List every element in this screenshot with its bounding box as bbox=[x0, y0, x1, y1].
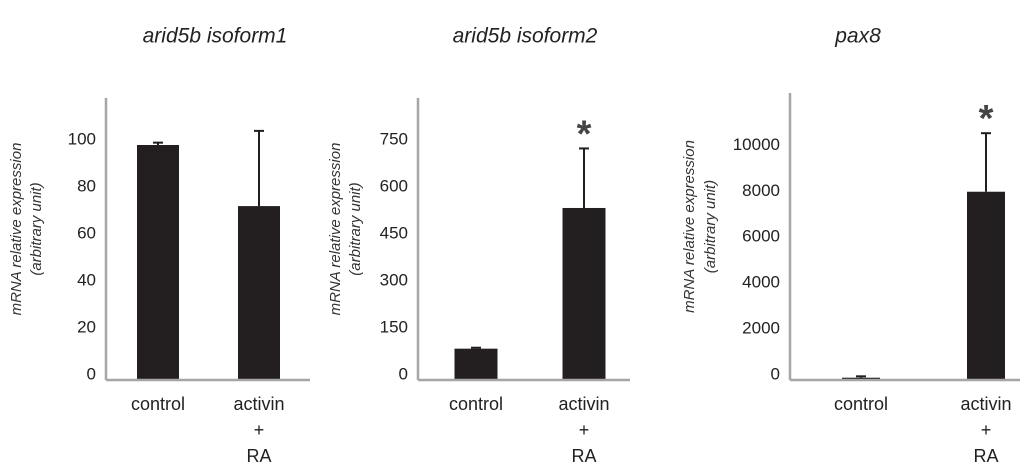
error-bar bbox=[981, 132, 991, 192]
x-tick-label: activin + RA bbox=[558, 394, 609, 466]
y-tick-label: 10000 bbox=[733, 135, 780, 154]
y-tick-label: 20 bbox=[77, 317, 96, 336]
y-axis-label: (arbitrary unit) bbox=[702, 180, 719, 273]
bar bbox=[454, 348, 498, 380]
y-tick-label: 4000 bbox=[742, 273, 780, 292]
error-bar bbox=[254, 129, 264, 207]
chart-title: arid5b isoform2 bbox=[453, 25, 598, 48]
y-axis-label: mRNA relative expression bbox=[8, 143, 25, 316]
error-bar bbox=[856, 375, 866, 378]
y-axis-label: (arbitrary unit) bbox=[347, 182, 364, 275]
x-tick-label: control bbox=[131, 394, 185, 414]
y-axis-label: mRNA relative expression bbox=[327, 143, 344, 316]
y-tick-label: 6000 bbox=[742, 227, 780, 246]
y-tick-label: 150 bbox=[380, 317, 408, 336]
y-axis-label: (arbitrary unit) bbox=[28, 182, 45, 275]
significance-marker: * bbox=[979, 98, 994, 140]
bar bbox=[238, 206, 280, 380]
x-tick-label: activin + RA bbox=[960, 394, 1011, 466]
y-tick-label: 0 bbox=[87, 364, 96, 383]
y-tick-label: 450 bbox=[380, 223, 408, 242]
y-tick-label: 600 bbox=[380, 176, 408, 195]
chart-title: arid5b isoform1 bbox=[143, 25, 288, 48]
y-tick-label: 0 bbox=[399, 364, 408, 383]
bar bbox=[562, 207, 606, 380]
y-tick-label: 80 bbox=[77, 176, 96, 195]
y-tick-label: 100 bbox=[68, 129, 96, 148]
x-tick-label: control bbox=[449, 394, 503, 414]
y-tick-label: 0 bbox=[771, 364, 780, 383]
x-tick-label: activin + RA bbox=[233, 394, 284, 466]
chart-title: pax8 bbox=[834, 25, 881, 48]
y-axis-label: mRNA relative expression bbox=[681, 140, 698, 313]
x-tick-label: control bbox=[834, 394, 888, 414]
y-tick-label: 750 bbox=[380, 129, 408, 148]
bar bbox=[137, 145, 179, 380]
y-tick-label: 60 bbox=[77, 223, 96, 242]
y-tick-label: 2000 bbox=[742, 319, 780, 338]
bar bbox=[967, 191, 1005, 380]
y-tick-label: 40 bbox=[77, 270, 96, 289]
error-bar bbox=[153, 141, 163, 145]
y-tick-label: 300 bbox=[380, 270, 408, 289]
significance-marker: * bbox=[577, 113, 592, 155]
y-tick-label: 8000 bbox=[742, 181, 780, 200]
error-bar bbox=[579, 147, 589, 208]
error-bar bbox=[471, 346, 481, 349]
